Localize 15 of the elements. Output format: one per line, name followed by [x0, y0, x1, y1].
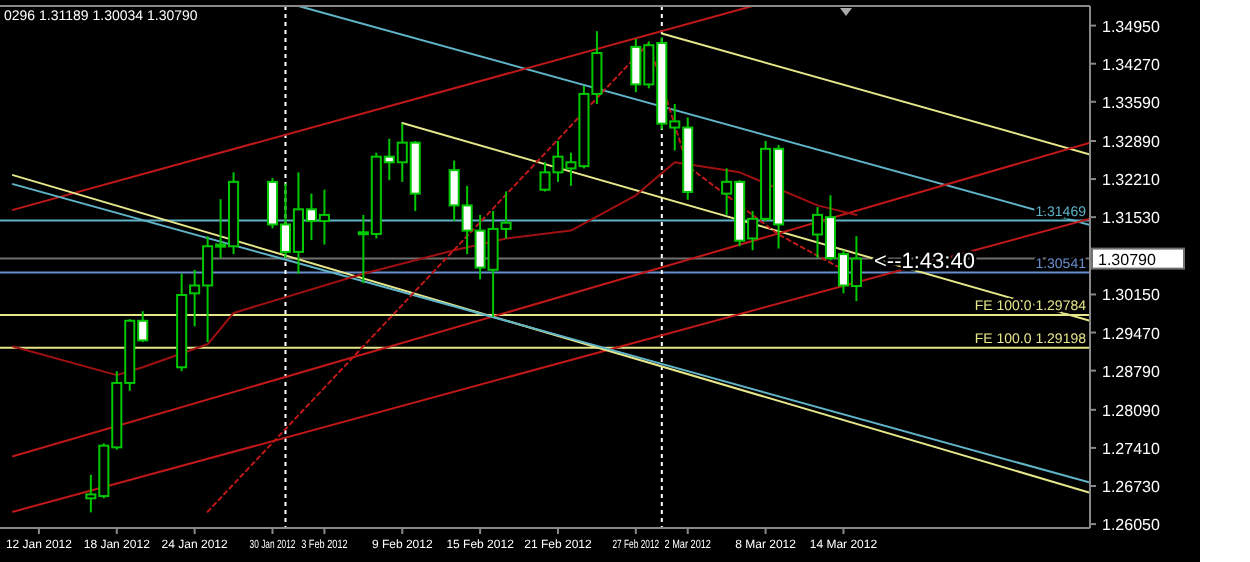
y-tick-label: 1.34270 — [1102, 55, 1161, 74]
y-tick-label: 1.27410 — [1102, 439, 1161, 458]
y-tick-label: 1.34950 — [1102, 17, 1161, 36]
y-tick-label: 1.32890 — [1102, 132, 1161, 151]
y-tick-label: 1.29470 — [1102, 324, 1161, 343]
ref-line-label: 1.30790 — [1098, 250, 1157, 269]
y-tick-label: 1.31530 — [1102, 209, 1161, 228]
line-series — [11, 161, 858, 377]
y-tick-label: 1.28790 — [1102, 362, 1161, 381]
y-tick-label: 1.30150 — [1102, 286, 1161, 305]
y-tick-label: 1.32210 — [1102, 171, 1161, 190]
y-tick-label: 1.26730 — [1102, 477, 1161, 496]
y-tick-label: 1.26050 — [1102, 516, 1161, 535]
y-tick-label: 1.33590 — [1102, 93, 1161, 112]
y-tick-label: 1.28090 — [1102, 401, 1161, 420]
